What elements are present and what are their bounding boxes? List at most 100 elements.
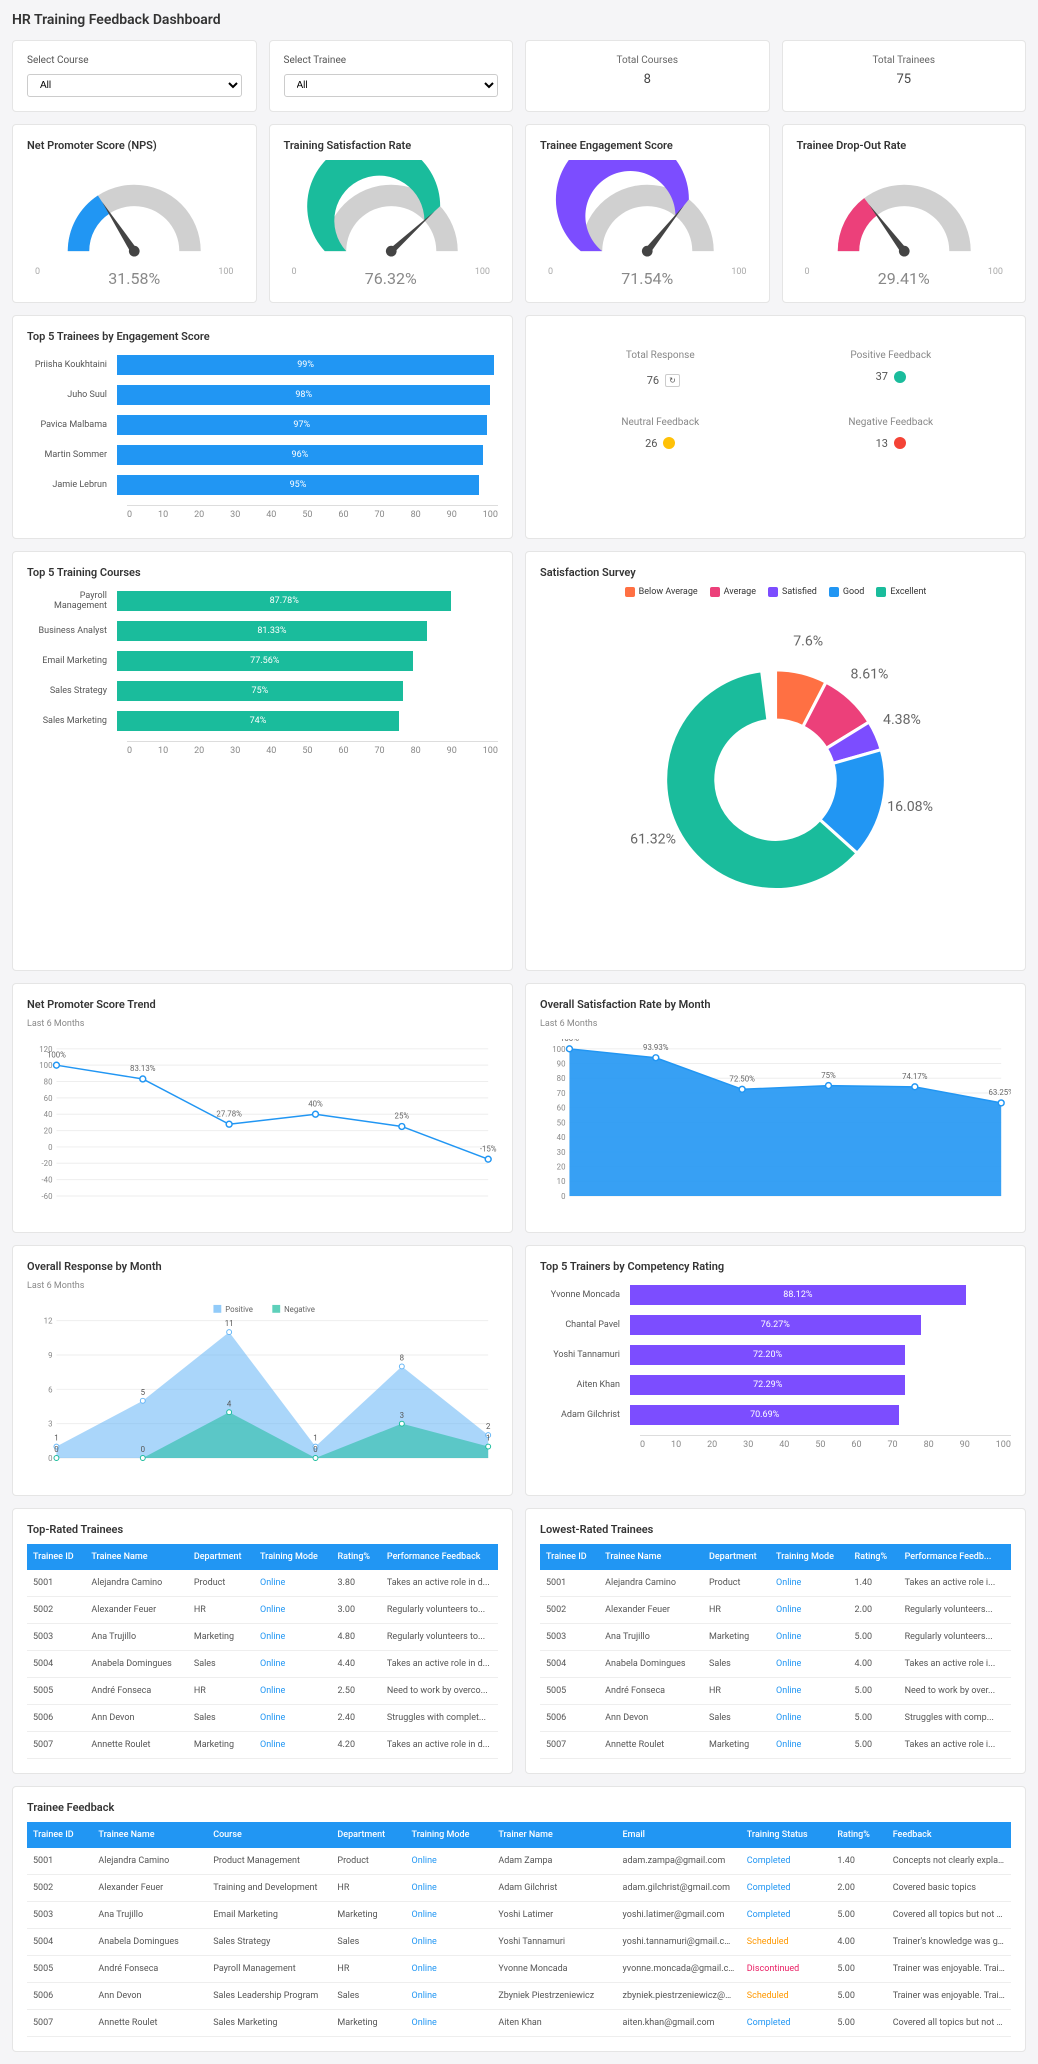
table-header[interactable]: Trainee Name — [599, 1544, 703, 1570]
table-header[interactable]: Trainee Name — [85, 1544, 187, 1570]
hbar-row: Priisha Koukhtaini 99% — [27, 355, 498, 375]
table-row[interactable]: 5003Ana TrujilloMarketingOnline4.80Regul… — [27, 1623, 498, 1650]
table-row[interactable]: 5006Ann DevonSalesOnline5.00Struggles wi… — [540, 1704, 1011, 1731]
table-row[interactable]: 5001Alejandra CaminoProduct ManagementPr… — [27, 1848, 1011, 1875]
table-row[interactable]: 5006Ann DevonSalesOnline2.40Struggles wi… — [27, 1704, 498, 1731]
svg-text:Positive: Positive — [225, 1305, 253, 1314]
table-header[interactable]: Course — [207, 1822, 331, 1848]
link[interactable]: Online — [260, 1578, 285, 1588]
table-header[interactable]: Performance Feedb... — [899, 1544, 1011, 1570]
svg-text:6: 6 — [48, 1386, 53, 1395]
hbar-row: Martin Sommer 96% — [27, 445, 498, 465]
link[interactable]: Online — [776, 1659, 801, 1669]
link[interactable]: Online — [776, 1605, 801, 1615]
table-header[interactable]: Trainee ID — [27, 1544, 85, 1570]
fb-label: Negative Feedback — [791, 417, 992, 428]
hbar-label: Yvonne Moncada — [540, 1290, 630, 1300]
link[interactable]: Online — [412, 1856, 437, 1866]
table-header[interactable]: Training Mode — [406, 1822, 493, 1848]
link[interactable]: Online — [776, 1686, 801, 1696]
table-row[interactable]: 5007Annette RouletSales MarketingMarketi… — [27, 2009, 1011, 2036]
svg-text:4.38%: 4.38% — [883, 712, 921, 728]
table-cell: Marketing — [188, 1623, 254, 1650]
table-row[interactable]: 5002Alexander FeuerHROnline3.00Regularly… — [27, 1596, 498, 1623]
link[interactable]: Online — [260, 1632, 285, 1642]
table-header[interactable]: Trainee Name — [92, 1822, 207, 1848]
link[interactable]: Online — [776, 1632, 801, 1642]
svg-text:63.25%: 63.25% — [988, 1088, 1011, 1097]
data-table: Trainee IDTrainee NameDepartmentTraining… — [27, 1544, 498, 1759]
table-cell: 5006 — [27, 1704, 85, 1731]
table-row[interactable]: 5007Annette RouletMarketingOnline5.00Tak… — [540, 1731, 1011, 1758]
link[interactable]: Online — [412, 1883, 437, 1893]
link[interactable]: Online — [260, 1740, 285, 1750]
table-row[interactable]: 5001Alejandra CaminoProductOnline1.40Tak… — [540, 1570, 1011, 1597]
link[interactable]: Online — [260, 1605, 285, 1615]
table-header[interactable]: Training Mode — [254, 1544, 331, 1570]
table-header[interactable]: Email — [617, 1822, 741, 1848]
link[interactable]: Online — [260, 1713, 285, 1723]
link[interactable]: Online — [412, 1964, 437, 1974]
fb-value: 37 — [876, 370, 888, 383]
svg-text:4: 4 — [227, 1400, 232, 1409]
table-cell: André Fonseca — [85, 1677, 187, 1704]
table-row[interactable]: 5003Ana TrujilloEmail MarketingMarketing… — [27, 1901, 1011, 1928]
link[interactable]: Online — [776, 1713, 801, 1723]
link[interactable]: Online — [776, 1740, 801, 1750]
table-row[interactable]: 5004Anabela DominguesSalesOnline4.40Take… — [27, 1650, 498, 1677]
table-row[interactable]: 5002Alexander FeuerTraining and Developm… — [27, 1874, 1011, 1901]
table-row[interactable]: 5003Ana TrujilloMarketingOnline5.00Regul… — [540, 1623, 1011, 1650]
table-row[interactable]: 5004Anabela DominguesSalesOnline4.00Take… — [540, 1650, 1011, 1677]
table-header[interactable]: Training Status — [741, 1822, 832, 1848]
table-row[interactable]: 5004Anabela DominguesSales StrategySales… — [27, 1928, 1011, 1955]
table-row[interactable]: 5007Annette RouletMarketingOnline4.20Tak… — [27, 1731, 498, 1758]
table-cell: Sales — [188, 1650, 254, 1677]
table-cell: 5002 — [27, 1596, 85, 1623]
table-header[interactable]: Trainee ID — [27, 1822, 92, 1848]
table-header[interactable]: Department — [188, 1544, 254, 1570]
table-row[interactable]: 5006Ann DevonSales Leadership ProgramSal… — [27, 1982, 1011, 2009]
table-cell: Scheduled — [741, 1982, 832, 2009]
chart-subtitle: Last 6 Months — [540, 1019, 1011, 1029]
table-cell: Covered basic topics — [887, 1874, 1011, 1901]
table-row[interactable]: 5001Alejandra CaminoProductOnline3.80Tak… — [27, 1570, 498, 1597]
table-cell: Alexander Feuer — [85, 1596, 187, 1623]
table-row[interactable]: 5005André FonsecaHROnline2.50Need to wor… — [27, 1677, 498, 1704]
gauge-svg — [27, 160, 242, 267]
link[interactable]: Online — [412, 2018, 437, 2028]
table-cell: 5.00 — [849, 1704, 899, 1731]
table-header[interactable]: Department — [331, 1822, 405, 1848]
link[interactable]: Online — [260, 1686, 285, 1696]
gauge-min: 0 — [35, 267, 40, 277]
table-row[interactable]: 5002Alexander FeuerHROnline2.00Regularly… — [540, 1596, 1011, 1623]
svg-text:3: 3 — [48, 1420, 52, 1429]
link[interactable]: Online — [412, 1991, 437, 2001]
table-header[interactable]: Rating% — [332, 1544, 381, 1570]
svg-text:-60: -60 — [42, 1192, 53, 1201]
filter-trainee-select[interactable]: All — [284, 74, 499, 97]
table-header[interactable]: Training Mode — [770, 1544, 849, 1570]
table-row[interactable]: 5005André FonsecaHROnline5.00Need to wor… — [540, 1677, 1011, 1704]
hbar-label: Sales Strategy — [27, 686, 117, 696]
table-header[interactable]: Rating% — [831, 1822, 886, 1848]
table-row[interactable]: 5005André FonsecaPayroll ManagementHROnl… — [27, 1955, 1011, 1982]
link[interactable]: Online — [776, 1578, 801, 1588]
link[interactable]: Online — [260, 1659, 285, 1669]
table-cell: Online — [770, 1731, 849, 1758]
link[interactable]: Online — [412, 1910, 437, 1920]
table-header[interactable]: Trainer Name — [492, 1822, 616, 1848]
table-header[interactable]: Department — [703, 1544, 770, 1570]
link[interactable]: Online — [412, 1937, 437, 1947]
table-cell: HR — [188, 1677, 254, 1704]
gauge-min: 0 — [805, 267, 810, 277]
table-header[interactable]: Rating% — [849, 1544, 899, 1570]
hbar-row: Payroll Management 87.78% — [27, 591, 498, 611]
hbar-label: Aiten Khan — [540, 1380, 630, 1390]
line-chart: -60-40-20020406080100120100%83.13%27.78%… — [27, 1039, 498, 1216]
table-header[interactable]: Performance Feedback — [381, 1544, 498, 1570]
lowest-rated-table: Lowest-Rated Trainees Trainee IDTrainee … — [525, 1508, 1026, 1774]
table-header[interactable]: Feedback — [887, 1822, 1011, 1848]
filter-course-select[interactable]: All — [27, 74, 242, 97]
table-header[interactable]: Trainee ID — [540, 1544, 599, 1570]
refresh-icon[interactable]: ↻ — [665, 374, 680, 387]
